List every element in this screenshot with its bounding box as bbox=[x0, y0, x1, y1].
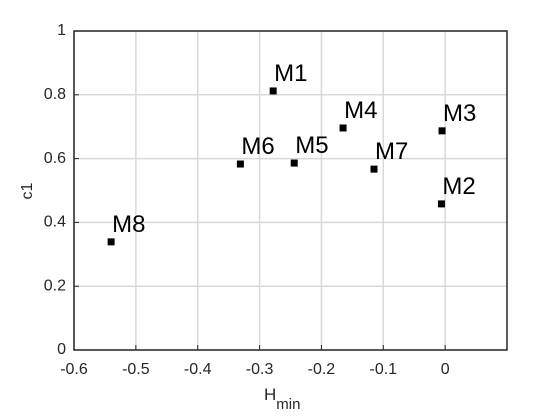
x-tick-label: -0.2 bbox=[308, 361, 336, 378]
y-tick-label: 0.8 bbox=[44, 86, 66, 103]
point bbox=[438, 127, 446, 135]
y-tick-label: 0.2 bbox=[44, 277, 66, 294]
point bbox=[236, 160, 244, 168]
x-axis-label-subscript: min bbox=[276, 396, 300, 413]
y-tick-label: 0 bbox=[57, 341, 66, 358]
point bbox=[339, 124, 347, 132]
plot-frame bbox=[73, 30, 508, 351]
point-label: M2 bbox=[442, 173, 475, 200]
point-label: M5 bbox=[295, 132, 328, 159]
point bbox=[437, 200, 445, 208]
x-tick-label: -0.3 bbox=[246, 361, 274, 378]
y-axis-label: c1 bbox=[19, 182, 36, 199]
x-tick-label: -0.6 bbox=[60, 361, 88, 378]
x-tick-label: -0.1 bbox=[369, 361, 397, 378]
point-label: M6 bbox=[241, 133, 274, 160]
x-tick-label: -0.4 bbox=[184, 361, 212, 378]
point-label: M4 bbox=[344, 97, 377, 124]
y-tick-label: 1 bbox=[57, 22, 66, 39]
y-tick-label: 0.4 bbox=[44, 214, 66, 231]
point-label: M7 bbox=[375, 138, 408, 165]
point bbox=[269, 87, 277, 95]
point bbox=[107, 238, 115, 246]
point bbox=[290, 159, 298, 167]
x-tick-label: 0 bbox=[441, 361, 450, 378]
y-tick-label: 0.6 bbox=[44, 150, 66, 167]
point bbox=[370, 165, 378, 173]
point-label: M8 bbox=[112, 211, 145, 238]
x-axis-label: Hmin bbox=[264, 385, 300, 412]
x-tick-label: -0.5 bbox=[122, 361, 150, 378]
x-axis-label-main: H bbox=[264, 385, 276, 404]
point-label: M3 bbox=[443, 100, 476, 127]
point-label: M1 bbox=[274, 60, 307, 87]
